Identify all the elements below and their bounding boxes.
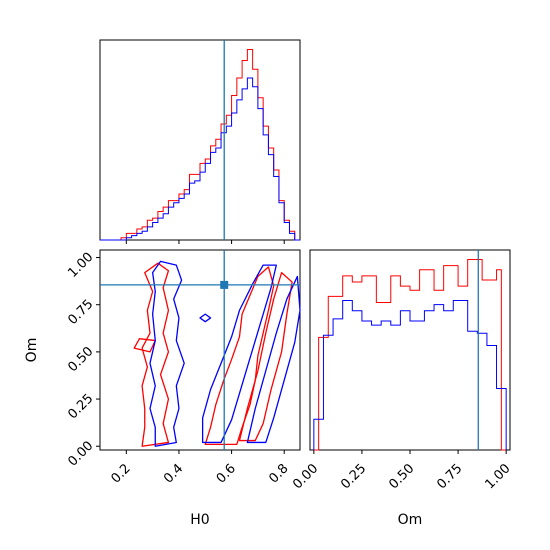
om-marginal-series-1 xyxy=(313,299,507,450)
om-marginal-x-tick-label: 0.25 xyxy=(338,461,369,492)
contour-frame xyxy=(99,249,301,451)
om-marginal-x-axis-label: Om xyxy=(398,512,423,528)
om-marginal-series-0 xyxy=(313,259,507,451)
contour-line-0 xyxy=(141,262,170,447)
contour-y-axis-label: Om xyxy=(24,338,40,363)
contour-y-tick-label: 0.25 xyxy=(65,391,96,422)
contour-y-tick-label: 1.00 xyxy=(65,250,96,281)
om-marginal-panel: 0.00 0.25 0.50 0.75 1.00 Om xyxy=(290,249,514,528)
h0-om-contour-panel: 0.2 0.4 0.6 0.8 0.00 0.25 0.50 0.75 1.00 H0 Om xyxy=(24,249,301,528)
contour-truth-marker xyxy=(220,280,229,289)
h0-marginal-series xyxy=(100,40,300,241)
contour-y-tick-label: 0.00 xyxy=(65,438,96,469)
contour-line-6 xyxy=(246,275,301,444)
contour-x-tick-label: 0.2 xyxy=(108,461,133,486)
contour-lines xyxy=(100,250,301,450)
om-marginal-x-tick-label: 1.00 xyxy=(482,461,513,492)
om-marginal-series xyxy=(313,250,507,451)
h0-marginal-series-1 xyxy=(100,77,300,241)
contour-x-tick-label: 0.4 xyxy=(161,461,186,486)
om-marginal-ticks: 0.00 0.25 0.50 0.75 1.00 xyxy=(290,450,514,492)
h0-marginal-panel xyxy=(99,39,301,244)
contour-line-4 xyxy=(149,260,185,447)
contour-line-3 xyxy=(238,271,293,442)
om-marginal-x-tick-label: 0.00 xyxy=(290,461,321,492)
om-marginal-frame xyxy=(309,249,511,451)
contour-y-tick-label: 0.75 xyxy=(65,297,96,328)
contour-y-tick-label: 0.50 xyxy=(65,344,96,375)
contour-x-tick-label: 0.6 xyxy=(214,461,239,486)
contour-x-axis-label: H0 xyxy=(190,512,209,528)
om-marginal-x-tick-label: 0.75 xyxy=(434,461,465,492)
contour-x-tick-label: 0.8 xyxy=(266,461,291,486)
om-marginal-x-tick-label: 0.50 xyxy=(386,461,417,492)
contour-line-5 xyxy=(201,264,277,444)
h0-marginal-frame xyxy=(99,39,301,241)
contour-line-7 xyxy=(199,313,212,323)
h0-marginal-ticks xyxy=(125,240,285,244)
